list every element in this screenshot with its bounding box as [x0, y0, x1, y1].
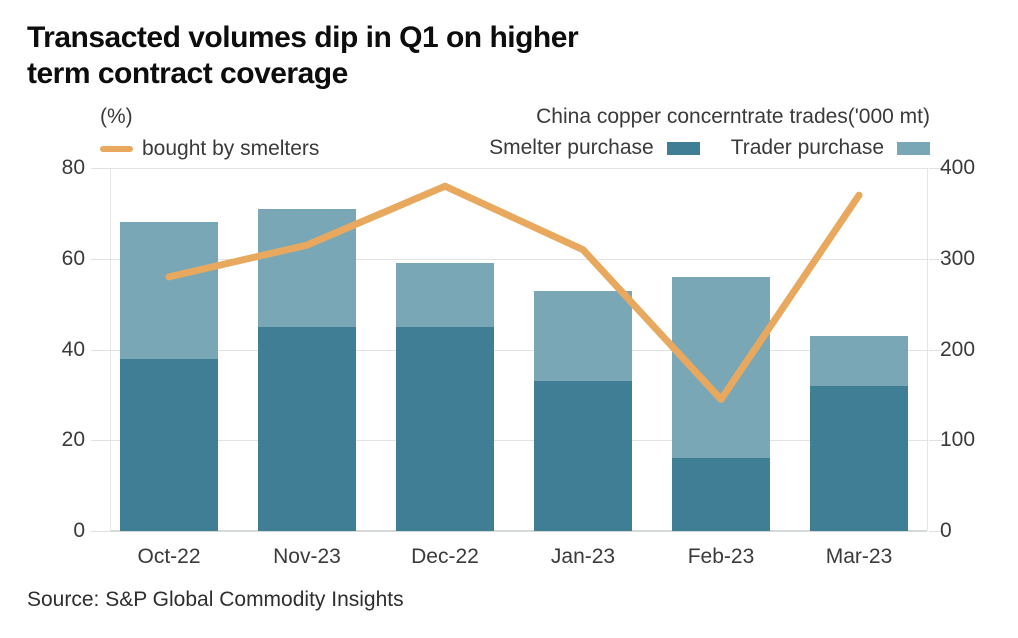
- bar-legend-items: Smelter purchase Trader purchase: [489, 136, 930, 160]
- y-axis-tick-label-right: 400: [940, 156, 976, 179]
- smelter-legend-swatch: [666, 141, 700, 155]
- right-tick-mark: [929, 349, 943, 351]
- right-tick-mark: [929, 531, 943, 532]
- y-axis-tick-label-left: 40: [61, 337, 85, 361]
- smelter-legend-label: Smelter purchase: [489, 136, 654, 159]
- y-axis-tick-label-right: 0: [940, 519, 952, 542]
- left-tick-mark: [91, 258, 111, 260]
- trader-legend-label: Trader purchase: [730, 136, 884, 159]
- right-tick-mark: [929, 258, 943, 260]
- gridline: [111, 168, 927, 169]
- y-axis-tick-label-left: 20: [61, 428, 85, 452]
- x-axis-label: Nov-23: [273, 545, 341, 568]
- right-axis-title: China copper concerntrate trades('000 mt…: [536, 105, 930, 128]
- right-tick-mark: [929, 168, 943, 169]
- bar-segment-trader: [534, 290, 632, 382]
- y-axis-tick-label-right: 200: [940, 337, 976, 361]
- bar-stack: [672, 276, 770, 531]
- bar-stack: [534, 290, 632, 531]
- trader-legend-swatch: [897, 141, 930, 155]
- x-axis-label: Mar-23: [825, 545, 893, 568]
- bar-segment-smelter: [672, 458, 770, 531]
- bar-segment-smelter: [396, 326, 494, 531]
- page-title-line1: Transacted volumes dip in Q1 on higher: [27, 21, 579, 54]
- gridline: [111, 349, 927, 351]
- y-axis-tick-label-right: 100: [940, 428, 976, 452]
- line-legend-swatch: [100, 146, 133, 152]
- plot-area: 0 0 20 100 40 200 60 300 80 400 Oct-22 Nov-23 Dec-22…: [62, 156, 975, 568]
- gridline: [111, 530, 927, 532]
- bar-segment-smelter: [120, 358, 218, 531]
- bar-segment-smelter: [534, 381, 632, 531]
- gridline: [111, 258, 927, 260]
- bar-legend: China copper concerntrate trades('000 mt…: [489, 104, 930, 160]
- bar-stack: [120, 222, 218, 531]
- bar-segment-smelter: [258, 326, 356, 531]
- bar-stack: [810, 335, 908, 531]
- bar-stack: [396, 263, 494, 531]
- bar-stack: [258, 208, 356, 531]
- y-axis-tick-label-left: 0: [73, 519, 85, 542]
- page-title-line2: term contract coverage: [27, 57, 348, 90]
- line-legend-item: bought by smelters: [100, 137, 319, 161]
- left-axis-unit-label: (%): [100, 105, 133, 128]
- page-title: Transacted volumes dip in Q1 on higher t…: [27, 20, 579, 92]
- source-note: Source: S&P Global Commodity Insights: [27, 588, 404, 611]
- left-tick-mark: [91, 531, 111, 532]
- y-axis-tick-label-left: 80: [61, 156, 85, 179]
- line-series: [165, 182, 863, 403]
- left-tick-mark: [91, 440, 111, 442]
- line-legend-label: bought by smelters: [142, 137, 320, 160]
- bar-segment-trader: [810, 335, 908, 386]
- bar-segment-trader: [120, 222, 218, 359]
- x-axis-label: Feb-23: [687, 545, 755, 568]
- bar-segment-smelter: [810, 385, 908, 531]
- bar-segment-trader: [396, 263, 494, 327]
- left-tick-mark: [91, 349, 111, 351]
- x-axis-label: Jan-23: [550, 545, 616, 568]
- right-tick-mark: [929, 440, 943, 442]
- x-axis-label: Oct-22: [137, 545, 201, 568]
- x-axis-label: Dec-22: [411, 545, 479, 568]
- left-tick-mark: [91, 168, 111, 169]
- gridline: [111, 440, 927, 442]
- left-axis-legend: (%) bought by smelters: [100, 104, 319, 161]
- y-axis-tick-label-left: 60: [61, 246, 85, 270]
- y-axis-tick-label-right: 300: [940, 246, 976, 270]
